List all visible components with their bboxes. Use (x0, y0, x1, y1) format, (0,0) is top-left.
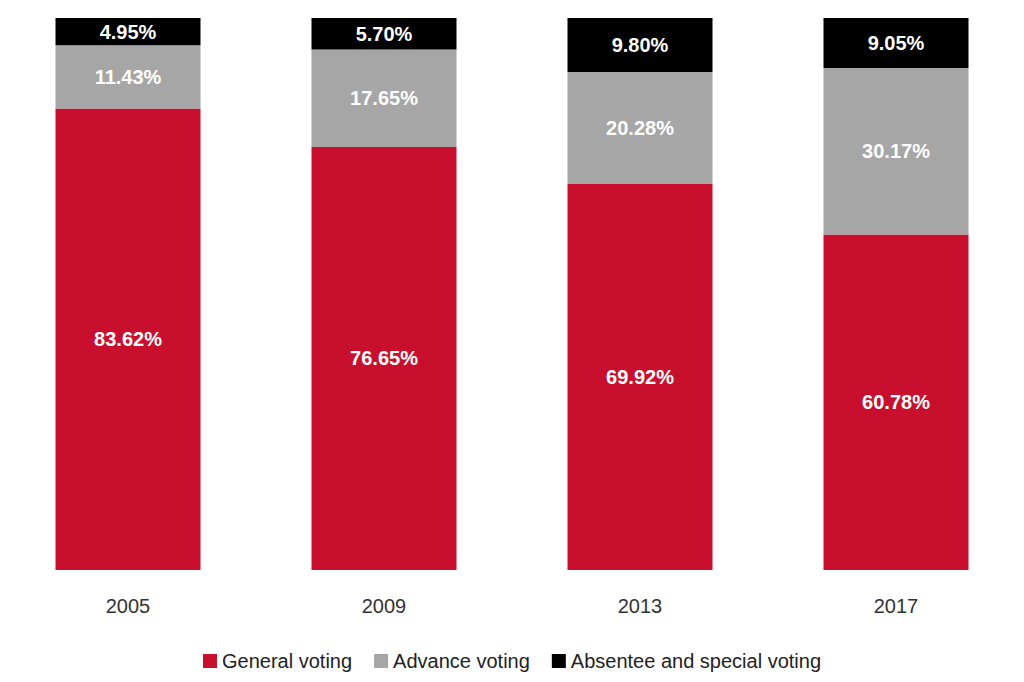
svg-text:2013: 2013 (618, 595, 663, 617)
svg-text:17.65%: 17.65% (350, 87, 418, 109)
svg-text:Absentee and special voting: Absentee and special voting (571, 650, 821, 672)
svg-text:9.80%: 9.80% (612, 34, 669, 56)
svg-text:Advance voting: Advance voting (393, 650, 530, 672)
svg-text:2005: 2005 (106, 595, 151, 617)
svg-text:2017: 2017 (874, 595, 919, 617)
svg-text:2009: 2009 (362, 595, 407, 617)
svg-text:30.17%: 30.17% (862, 140, 930, 162)
svg-text:20.28%: 20.28% (606, 117, 674, 139)
svg-text:76.65%: 76.65% (350, 347, 418, 369)
svg-text:4.95%: 4.95% (100, 21, 157, 43)
svg-text:11.43%: 11.43% (95, 66, 162, 88)
svg-text:83.62%: 83.62% (94, 328, 162, 350)
svg-text:General voting: General voting (222, 650, 352, 672)
svg-text:60.78%: 60.78% (862, 391, 930, 413)
svg-text:5.70%: 5.70% (356, 23, 413, 45)
svg-text:69.92%: 69.92% (606, 366, 674, 388)
svg-text:9.05%: 9.05% (868, 32, 925, 54)
